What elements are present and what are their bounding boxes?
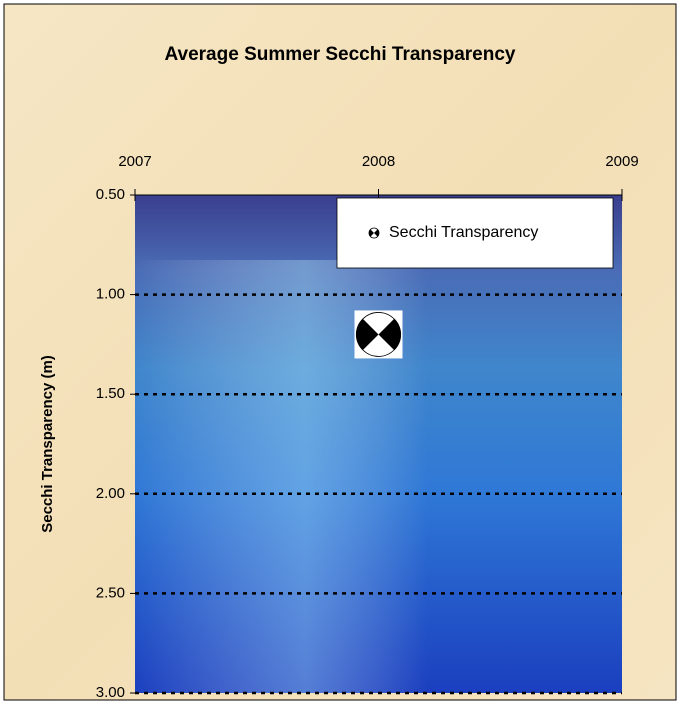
y-tick-label: 1.50 bbox=[96, 385, 125, 402]
chart-title: Average Summer Secchi Transparency bbox=[165, 44, 516, 65]
chart: Average Summer Secchi Transparency Secch… bbox=[0, 0, 680, 704]
y-axis-label: Secchi Transparency (m) bbox=[39, 355, 56, 533]
plot-area bbox=[135, 195, 622, 693]
secchi-marker bbox=[367, 226, 381, 240]
secchi-marker bbox=[355, 310, 403, 358]
page: {"chart_data": {"type": "scatter", "titl… bbox=[0, 0, 680, 704]
legend-label: Secchi Transparency bbox=[389, 224, 538, 241]
y-tick-label: 2.00 bbox=[96, 485, 125, 502]
y-tick-label: 1.00 bbox=[96, 286, 125, 303]
y-tick-label: 2.50 bbox=[96, 584, 125, 601]
y-tick-label: 3.00 bbox=[96, 684, 125, 701]
x-tick-label: 2009 bbox=[605, 153, 638, 170]
y-tick-label: 0.50 bbox=[96, 186, 125, 203]
x-tick-label: 2008 bbox=[362, 153, 395, 170]
x-tick-label: 2007 bbox=[118, 153, 151, 170]
